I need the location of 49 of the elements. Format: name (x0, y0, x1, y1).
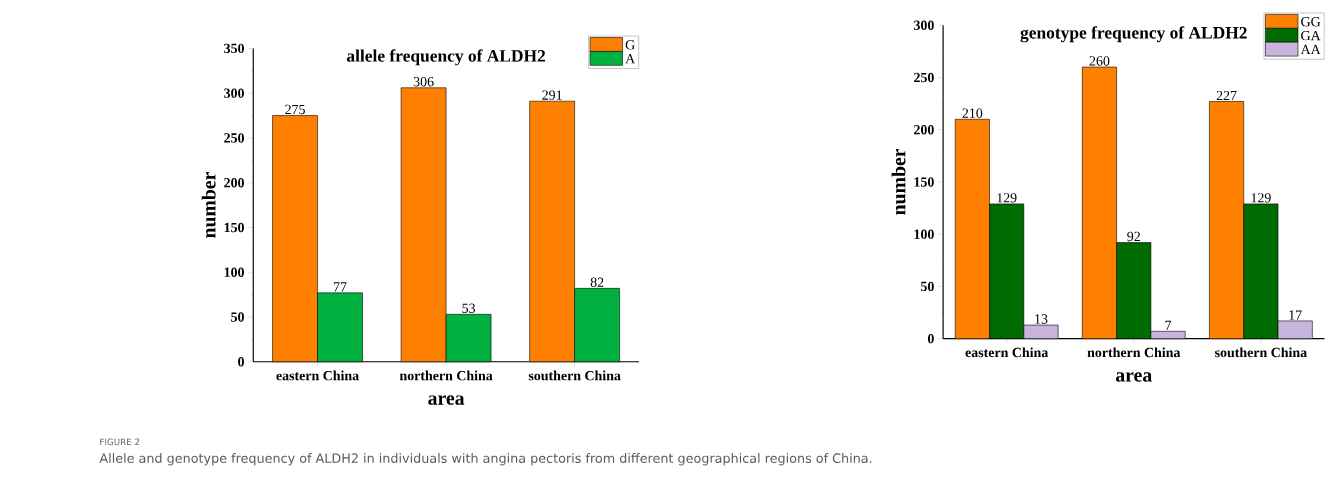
y-tick-label: 100 (224, 267, 244, 278)
text: Allele and genotype frequency of ALDH2 in individuals with angina pectoris from different geographical regions of China. (99, 453, 872, 466)
y-tick-label: 250 (914, 72, 934, 83)
data-label: 17 (1289, 310, 1302, 320)
legend-label: A (625, 54, 636, 64)
data-label: 129 (1251, 193, 1271, 203)
y-tick-label: 250 (224, 133, 244, 143)
y-axis-title: number (891, 149, 906, 216)
data-label: 306 (413, 77, 434, 87)
x-axis-title: area (1115, 372, 1152, 382)
data-label: 260 (1089, 56, 1110, 66)
legend-label: G (625, 40, 635, 50)
chart-title: allele frequency of ALDH2 (346, 49, 546, 66)
data-label: 227 (1216, 91, 1237, 101)
caption: FIGURE 2 (100, 438, 140, 446)
x-tick-label: eastern China (276, 370, 359, 381)
chart-title: genotype frequency of ALDH2 (1020, 26, 1247, 43)
data-label: 291 (542, 90, 562, 101)
y-tick-label: 200 (224, 178, 244, 188)
y-tick-label: 200 (914, 125, 934, 135)
data-label: 129 (997, 193, 1017, 203)
data-label: 275 (285, 104, 305, 115)
y-tick-label: 0 (238, 357, 244, 367)
y-axis-title: number (201, 172, 216, 239)
y-tick-label: 150 (914, 177, 934, 187)
x-tick-label: southern China (1215, 347, 1307, 358)
x-tick-label: northern China (399, 370, 493, 381)
y-tick-label: 300 (914, 20, 934, 31)
data-label: 92 (1127, 231, 1140, 242)
y-tick-label: 0 (927, 334, 934, 344)
data-label: 82 (590, 277, 604, 288)
x-axis-title: area (428, 395, 465, 406)
legend-label: GA (1301, 31, 1321, 41)
y-tick-label: 50 (231, 312, 244, 322)
data-label: 210 (962, 108, 983, 119)
x-tick-label: southern China (528, 370, 621, 381)
data-label: 13 (1035, 314, 1048, 324)
legend-label: GG (1301, 17, 1321, 27)
data-label: 77 (333, 282, 347, 292)
data-label: 53 (462, 303, 476, 314)
y-tick-label: 300 (224, 88, 244, 99)
data-label: 7 (1165, 321, 1172, 331)
y-tick-label: 50 (921, 281, 934, 292)
legend-label: AA (1300, 45, 1321, 55)
y-tick-label: 150 (224, 222, 244, 233)
x-tick-label: northern China (1087, 347, 1181, 358)
x-tick-label: eastern China (965, 347, 1049, 358)
y-tick-label: 100 (914, 229, 934, 240)
y-tick-label: 350 (224, 43, 244, 54)
